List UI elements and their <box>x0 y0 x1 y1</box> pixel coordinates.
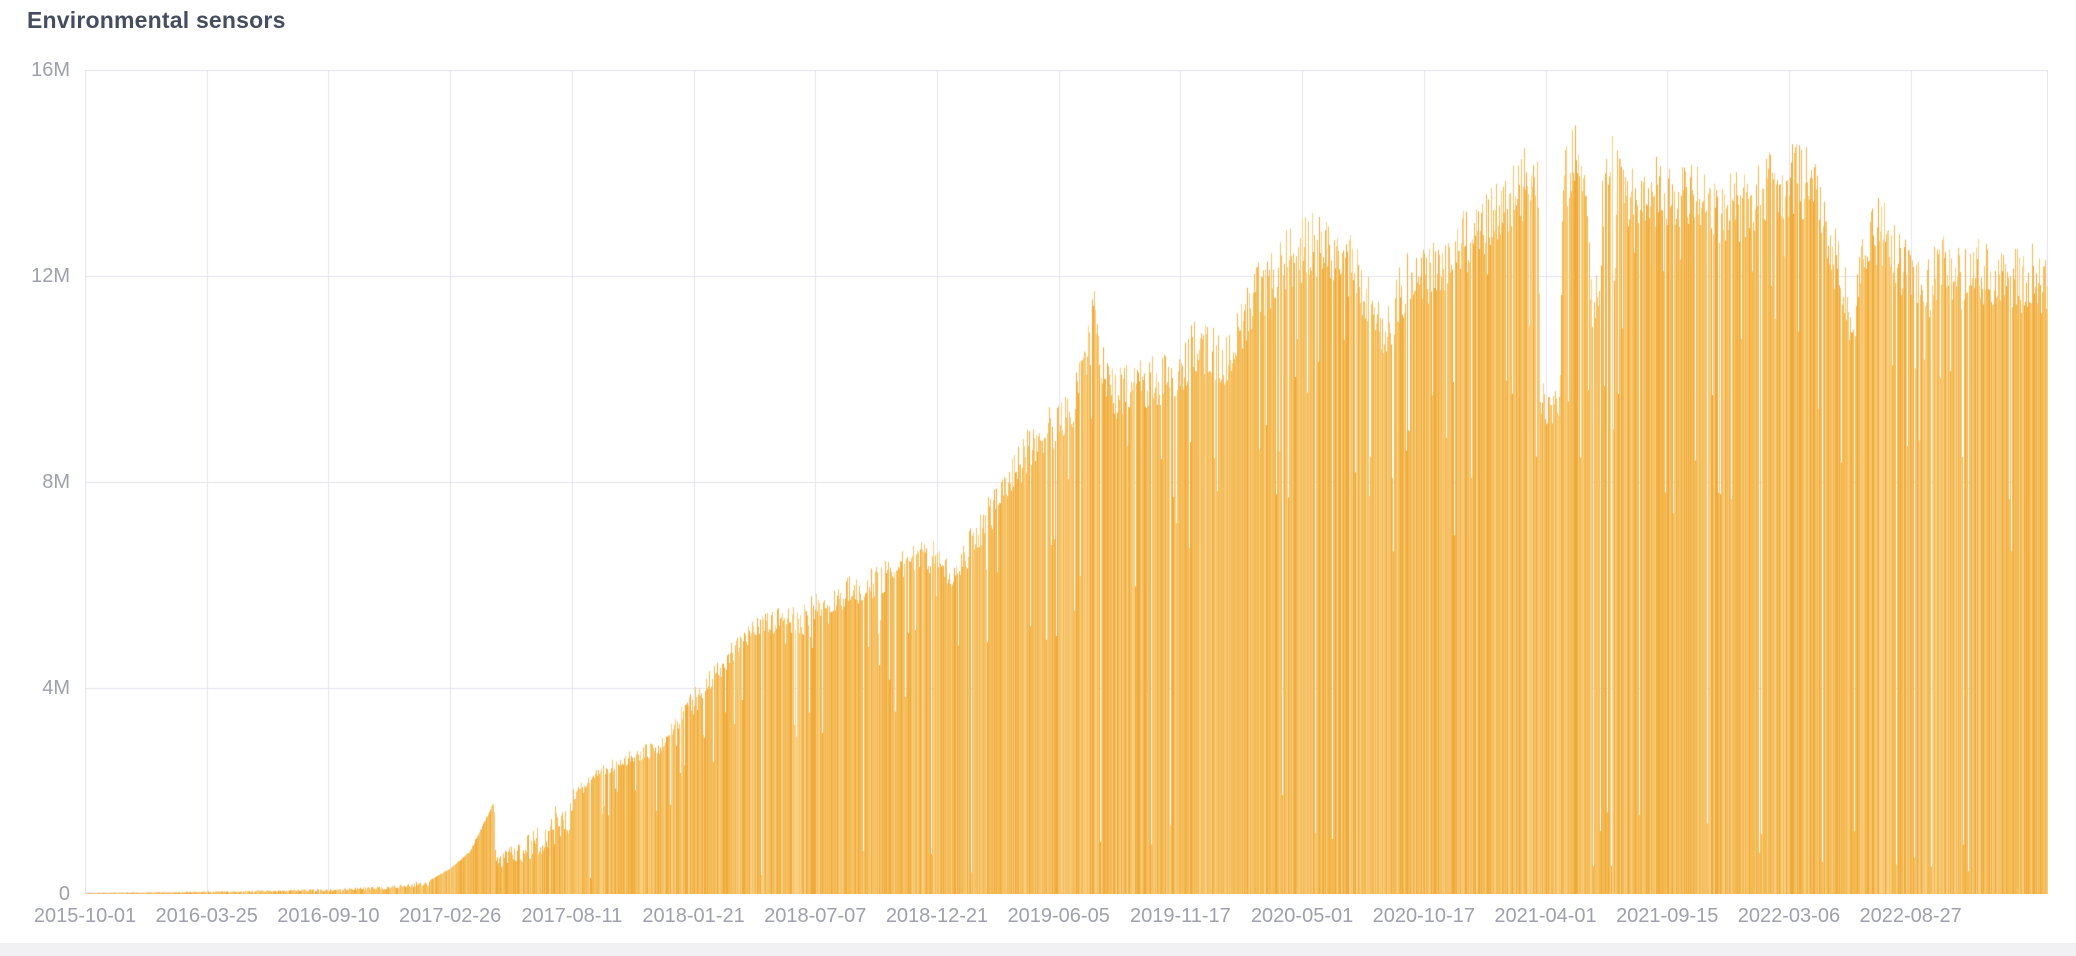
x-tick-label: 2022-03-06 <box>1737 905 1841 927</box>
y-tick-label: 16M <box>31 59 70 81</box>
y-tick-label: 12M <box>31 265 70 287</box>
x-tick-label: 2019-11-17 <box>1129 905 1231 927</box>
bars-canvas[interactable] <box>85 70 2048 894</box>
x-tick-label: 2018-07-07 <box>764 905 867 927</box>
x-tick-label: 2016-09-10 <box>277 905 380 927</box>
x-tick-label: 2020-05-01 <box>1250 905 1354 927</box>
y-tick-label: 4M <box>42 677 70 699</box>
x-tick-label: 2018-12-21 <box>885 905 989 927</box>
x-tick-label: 2021-04-01 <box>1494 905 1597 927</box>
x-tick-label: 2017-08-11 <box>521 905 623 927</box>
plot-area <box>85 70 2048 894</box>
x-tick-label: 2022-08-27 <box>1859 905 1962 927</box>
x-tick-label: 2020-10-17 <box>1372 905 1475 927</box>
page-background-strip <box>0 943 2076 956</box>
chart-title: Environmental sensors <box>27 7 286 33</box>
y-tick-label: 8M <box>42 471 70 493</box>
x-tick-label: 2018-01-21 <box>642 905 745 927</box>
x-tick-label: 2015-10-01 <box>33 905 137 927</box>
x-tick-label: 2021-09-15 <box>1616 905 1719 927</box>
x-tick-label: 2017-02-26 <box>398 905 502 927</box>
y-tick-label: 0 <box>58 883 70 905</box>
x-tick-label: 2016-03-25 <box>155 905 258 927</box>
x-tick-label: 2019-06-05 <box>1007 905 1110 927</box>
